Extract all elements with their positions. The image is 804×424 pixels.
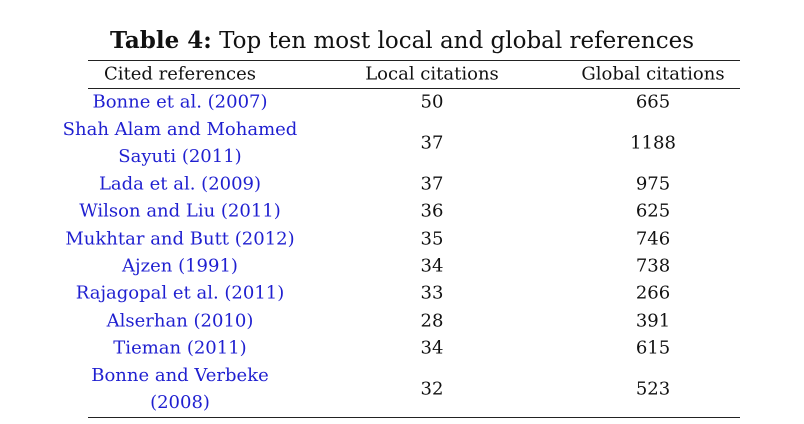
reference-line: Lada et al. (2009) (98, 173, 262, 195)
global-citations: 746 (635, 228, 671, 250)
rule (88, 88, 740, 89)
caption-text: Top ten most local and global references (219, 28, 695, 54)
reference-line: Bonne and Verbeke (91, 364, 269, 386)
local-citations: 34 (420, 255, 444, 277)
reference-line: Ajzen (1991) (122, 255, 238, 277)
reference-line: Shah Alam and Mohamed (62, 119, 298, 141)
cited-reference: Mukhtar and Butt (2012) (65, 225, 294, 252)
column-header: Cited references (103, 63, 257, 85)
local-citations: 37 (420, 173, 444, 195)
reference-line: Sayuti (2011) (118, 146, 242, 168)
global-citations: 523 (635, 378, 671, 400)
reference-line: Alserhan (2010) (106, 310, 254, 332)
column-header: Global citations (581, 63, 725, 85)
reference-line: (2008) (150, 391, 210, 413)
column-header: Local citations (365, 63, 499, 85)
local-citations: 32 (420, 378, 444, 400)
cited-reference: Alserhan (2010) (107, 307, 254, 334)
cited-reference: Tieman (2011) (113, 334, 246, 361)
local-citations: 28 (420, 310, 444, 332)
global-citations: 615 (635, 337, 671, 359)
global-citations: 975 (635, 173, 671, 195)
local-citations: 35 (420, 228, 444, 250)
local-citations: 37 (420, 132, 444, 154)
global-citations: 266 (635, 282, 671, 304)
global-citations: 625 (635, 200, 671, 222)
global-citations: 391 (635, 310, 671, 332)
cited-reference: Bonne and Verbeke (2008) (91, 362, 269, 416)
local-citations: 34 (420, 337, 444, 359)
rule (88, 60, 740, 61)
cited-reference: Lada et al. (2009) (99, 171, 261, 198)
caption-label: Table 4: (109, 27, 212, 54)
reference-line: Wilson and Liu (2011) (79, 200, 281, 222)
reference-line: Bonne et al. (2007) (92, 91, 268, 113)
cited-reference: Bonne et al. (2007) (92, 89, 267, 116)
local-citations: 50 (420, 91, 444, 113)
global-citations: 665 (635, 91, 671, 113)
global-citations: 1188 (630, 132, 676, 154)
cited-reference: Wilson and Liu (2011) (79, 198, 281, 225)
global-citations: 738 (635, 255, 671, 277)
local-citations: 33 (420, 282, 444, 304)
reference-line: Mukhtar and Butt (2012) (65, 228, 295, 250)
rule (88, 417, 740, 419)
local-citations: 36 (420, 200, 444, 222)
cited-reference: Rajagopal et al. (2011) (76, 280, 285, 307)
reference-line: Tieman (2011) (113, 337, 247, 359)
table-caption: Table 4: Top ten most local and global r… (0, 26, 804, 56)
reference-line: Rajagopal et al. (2011) (75, 282, 285, 304)
cited-reference: Shah Alam and Mohamed Sayuti (2011) (63, 116, 298, 170)
cited-reference: Ajzen (1991) (122, 252, 238, 279)
